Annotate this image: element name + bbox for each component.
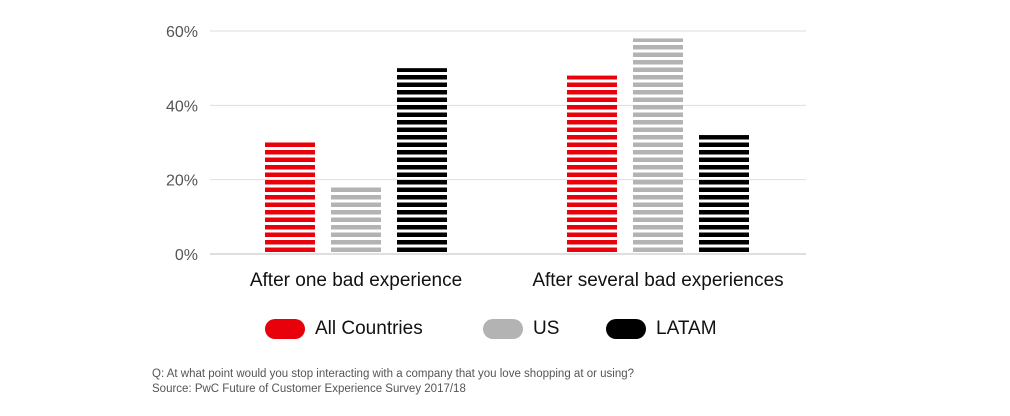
y-tick-label: 0% <box>175 247 198 264</box>
legend-swatch-all-countries <box>265 319 305 339</box>
legend-label: US <box>533 318 560 339</box>
chart-notes: Q: At what point would you stop interact… <box>152 367 634 397</box>
y-tick-label: 20% <box>166 173 198 190</box>
legend-label: All Countries <box>315 318 423 339</box>
x-category-label: After several bad experiences <box>532 270 783 291</box>
legend-swatch-us <box>483 319 523 339</box>
bar-chart: 0%20%40%60% After one bad experience Afte… <box>166 24 806 291</box>
bar <box>633 38 683 254</box>
source-note: Source: PwC Future of Customer Experienc… <box>152 383 466 395</box>
bar <box>331 187 381 254</box>
bar <box>699 135 749 254</box>
legend: All Countries US LATAM <box>0 318 1010 346</box>
legend-swatch-latam <box>606 319 646 339</box>
legend-item-latam: LATAM <box>606 318 717 340</box>
survey-question: Q: At what point would you stop interact… <box>152 368 635 380</box>
x-category-label: After one bad experience <box>250 270 462 291</box>
legend-label: LATAM <box>656 318 717 339</box>
legend-item-us: US <box>483 318 559 340</box>
legend-item-all-countries: All Countries <box>265 318 423 340</box>
y-tick-label: 40% <box>166 98 198 115</box>
bar <box>397 68 447 255</box>
y-axis: 0% 20% 40% 60% <box>166 24 198 264</box>
bars <box>265 38 749 255</box>
x-axis: After one bad experience After several ba… <box>250 270 784 291</box>
y-tick-label: 60% <box>166 24 198 41</box>
bar <box>567 75 617 254</box>
bar <box>265 142 315 254</box>
